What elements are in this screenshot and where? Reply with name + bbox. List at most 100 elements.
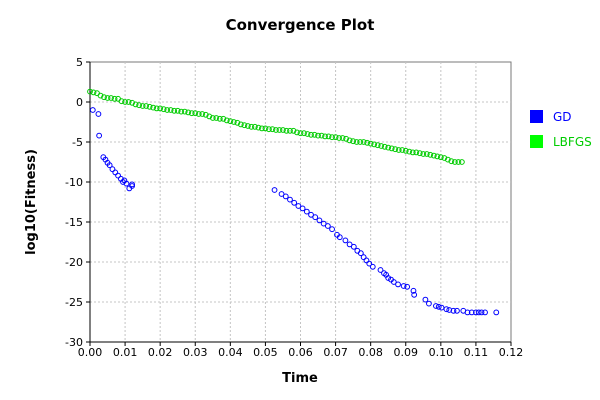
lbfgs-point xyxy=(185,109,192,116)
lbfgs-point xyxy=(304,131,311,137)
lbfgs-point xyxy=(402,147,409,154)
gd-point xyxy=(109,166,116,173)
gd-point xyxy=(435,303,442,310)
gd-point xyxy=(295,203,302,209)
lbfgs-point xyxy=(350,138,357,145)
lbfgs-point xyxy=(146,103,153,110)
y-tick-label: -30 xyxy=(65,336,83,349)
gd-point xyxy=(316,217,323,224)
gd-point xyxy=(350,243,357,250)
gd-point xyxy=(443,306,450,313)
x-axis-label: Time xyxy=(282,371,318,386)
gd-point xyxy=(493,309,500,316)
lbfgs-point xyxy=(241,122,248,129)
gd-point xyxy=(464,309,471,316)
lbfgs-point xyxy=(266,126,272,133)
lbfgs-point xyxy=(451,159,458,165)
legend-label-lbfgs: LBFGS xyxy=(553,135,592,149)
lbfgs-point xyxy=(160,106,167,113)
lbfgs-point xyxy=(360,139,367,145)
series-gd xyxy=(89,107,500,316)
gd-point xyxy=(410,287,417,294)
x-tick-label: 0.06 xyxy=(288,346,313,359)
lbfgs-point xyxy=(220,115,227,122)
lbfgs-point xyxy=(290,127,297,134)
gd-point xyxy=(336,234,343,241)
gd-point xyxy=(324,223,331,229)
lbfgs-point xyxy=(329,134,335,141)
lbfgs-point xyxy=(227,118,234,125)
lbfgs-point xyxy=(136,102,143,109)
gd-point xyxy=(287,196,293,203)
lbfgs-point xyxy=(332,134,339,141)
gd-point xyxy=(478,309,485,316)
lbfgs-point xyxy=(353,139,360,145)
lbfgs-point xyxy=(104,95,111,101)
lbfgs-point xyxy=(132,101,139,108)
lbfgs-point xyxy=(87,88,93,95)
gd-point xyxy=(342,237,349,244)
y-tick-label: 0 xyxy=(76,96,83,109)
gd-point xyxy=(390,279,397,285)
lbfgs-point xyxy=(378,143,385,149)
lbfgs-point xyxy=(269,126,276,133)
lbfgs-point xyxy=(416,150,423,157)
lbfgs-point xyxy=(111,95,118,102)
lbfgs-point xyxy=(164,107,171,113)
lbfgs-point xyxy=(206,113,213,120)
lbfgs-point xyxy=(444,156,451,163)
lbfgs-point xyxy=(199,111,206,117)
lbfgs-point xyxy=(455,159,462,165)
y-tick-label: -5 xyxy=(72,136,83,149)
gd-point xyxy=(123,180,130,187)
lbfgs-point xyxy=(294,129,300,136)
gd-point xyxy=(468,309,475,316)
y-axis-label: log10(Fitness) xyxy=(24,149,39,255)
y-tick-label: 5 xyxy=(76,56,83,69)
gd-point xyxy=(411,291,418,298)
lbfgs-point xyxy=(388,145,395,152)
lbfgs-point xyxy=(237,121,244,128)
lbfgs-point xyxy=(343,135,350,142)
lbfgs-point xyxy=(97,92,104,99)
gd-point xyxy=(89,107,96,113)
axes: 0.00 0.01 0.02 0.03 0.04 0.05 0.06 0.07 0.08 0.09… xyxy=(65,56,523,359)
gd-point xyxy=(308,211,314,218)
gd-point xyxy=(482,309,488,316)
lbfgs-point xyxy=(430,152,437,159)
x-tick-label: 0.07 xyxy=(323,346,348,359)
lbfgs-point xyxy=(339,135,346,141)
lbfgs-point xyxy=(392,146,399,153)
x-tick-label: 0.04 xyxy=(218,346,243,359)
gd-point xyxy=(438,304,445,311)
lbfgs-point xyxy=(357,139,364,145)
lbfgs-point xyxy=(448,158,455,165)
lbfgs-point xyxy=(202,111,209,118)
lbfgs-point xyxy=(322,133,328,140)
gd-point xyxy=(369,263,376,270)
lbfgs-point xyxy=(188,110,195,117)
gd-point xyxy=(395,281,401,288)
lbfgs-point xyxy=(385,144,392,151)
lbfgs-point xyxy=(427,151,434,158)
lbfgs-point xyxy=(234,119,241,126)
gd-point xyxy=(299,205,306,212)
gd-point xyxy=(303,208,310,215)
lbfgs-point xyxy=(230,119,237,125)
lbfgs-point xyxy=(367,140,374,147)
x-tick-label: 0.12 xyxy=(499,346,524,359)
lbfgs-point xyxy=(315,132,321,139)
gd-point xyxy=(278,191,285,197)
lbfgs-point xyxy=(209,115,216,121)
x-tick-label: 0.05 xyxy=(253,346,278,359)
lbfgs-point xyxy=(125,99,132,105)
lbfgs-point xyxy=(420,151,427,157)
lbfgs-point xyxy=(122,99,128,105)
gd-point xyxy=(271,187,278,193)
gd-point xyxy=(95,111,102,117)
gd-point xyxy=(112,169,119,176)
lbfgs-point xyxy=(90,89,97,96)
gd-point xyxy=(422,296,429,303)
lbfgs-point xyxy=(283,127,290,134)
lbfgs-point xyxy=(374,142,381,149)
